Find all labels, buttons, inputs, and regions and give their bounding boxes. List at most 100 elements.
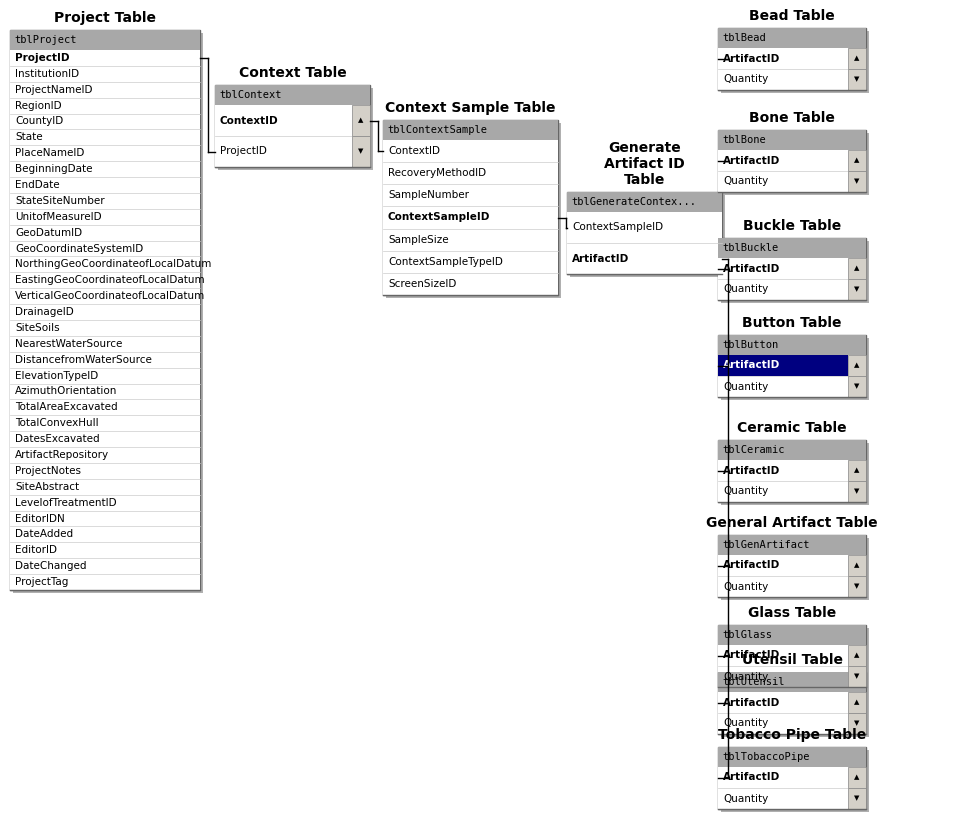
Bar <box>10 288 200 304</box>
Bar <box>718 440 866 460</box>
Bar <box>10 81 200 98</box>
Bar <box>721 443 869 505</box>
Bar <box>383 162 558 184</box>
Bar <box>848 460 866 481</box>
Bar <box>567 192 722 274</box>
Text: ScreenSizeID: ScreenSizeID <box>388 279 456 289</box>
Bar <box>848 645 866 666</box>
Text: ArtifactID: ArtifactID <box>723 773 780 783</box>
Text: Quantity: Quantity <box>723 176 768 186</box>
Bar <box>10 50 200 66</box>
Text: UnitofMeasureID: UnitofMeasureID <box>15 212 102 222</box>
Text: ▼: ▼ <box>854 383 860 390</box>
Text: NorthingGeoCoordinateofLocalDatum: NorthingGeoCoordinateofLocalDatum <box>15 259 211 269</box>
Text: GeoCoordinateSystemID: GeoCoordinateSystemID <box>15 243 143 253</box>
Text: ArtifactID: ArtifactID <box>723 53 780 63</box>
Text: ArtifactID: ArtifactID <box>723 697 780 707</box>
Bar <box>218 88 373 170</box>
Text: tblProject: tblProject <box>14 35 77 45</box>
Bar <box>567 192 722 212</box>
Bar <box>567 212 722 243</box>
Text: EndDate: EndDate <box>15 180 60 190</box>
Bar <box>718 335 866 397</box>
Text: ▼: ▼ <box>854 489 860 494</box>
Bar <box>721 750 869 812</box>
Bar <box>718 747 866 809</box>
Bar <box>215 85 370 105</box>
Text: ArtifactID: ArtifactID <box>572 253 629 263</box>
Bar <box>718 666 848 687</box>
Text: tblBuckle: tblBuckle <box>722 243 778 253</box>
Text: SampleNumber: SampleNumber <box>388 190 469 200</box>
Bar <box>383 120 558 140</box>
Bar <box>10 66 200 81</box>
Text: LevelofTreatmentID: LevelofTreatmentID <box>15 498 116 508</box>
Text: DrainageID: DrainageID <box>15 307 74 317</box>
Text: Buckle Table: Buckle Table <box>743 219 841 233</box>
Text: ProjectNameID: ProjectNameID <box>15 85 92 95</box>
Bar <box>848 713 866 734</box>
Text: Quantity: Quantity <box>723 284 768 294</box>
Text: RecoveryMethodID: RecoveryMethodID <box>388 168 486 178</box>
Text: SampleSize: SampleSize <box>388 234 449 244</box>
Text: ArtifactID: ArtifactID <box>723 651 780 661</box>
Text: tblBead: tblBead <box>722 33 766 43</box>
Bar <box>721 675 869 737</box>
Bar <box>848 767 866 788</box>
Text: ArtifactID: ArtifactID <box>723 560 780 571</box>
Bar <box>718 28 866 90</box>
Bar <box>10 543 200 558</box>
Bar <box>848 258 866 279</box>
Text: ContextID: ContextID <box>220 116 279 125</box>
Text: ElevationTypeID: ElevationTypeID <box>15 371 98 381</box>
Bar <box>718 555 848 576</box>
Bar <box>10 257 200 273</box>
Bar <box>10 177 200 193</box>
Bar <box>721 31 869 93</box>
Bar <box>718 481 848 502</box>
Text: ArtifactID: ArtifactID <box>723 155 780 165</box>
Bar <box>10 336 200 352</box>
Bar <box>718 788 848 809</box>
Bar <box>215 85 370 167</box>
Bar <box>383 120 558 295</box>
Bar <box>721 338 869 400</box>
Text: ▼: ▼ <box>854 795 860 802</box>
Text: ▲: ▲ <box>854 56 860 61</box>
Text: EastingGeoCoordinateofLocalDatum: EastingGeoCoordinateofLocalDatum <box>15 275 205 285</box>
Bar <box>383 206 558 229</box>
Bar <box>718 355 848 376</box>
Bar <box>848 48 866 69</box>
Bar <box>848 69 866 90</box>
Text: GeoDatumID: GeoDatumID <box>15 228 82 238</box>
Text: tblButton: tblButton <box>722 340 778 350</box>
Bar <box>10 241 200 257</box>
Text: PlaceNameID: PlaceNameID <box>15 148 85 158</box>
Bar <box>10 193 200 209</box>
Text: General Artifact Table: General Artifact Table <box>706 516 877 530</box>
Text: ProjectID: ProjectID <box>15 53 69 63</box>
Text: ▲: ▲ <box>854 774 860 780</box>
Bar <box>10 400 200 416</box>
Text: TotalConvexHull: TotalConvexHull <box>15 418 99 428</box>
Text: ▲: ▲ <box>854 158 860 164</box>
Text: Quantity: Quantity <box>723 486 768 496</box>
Text: ▼: ▼ <box>854 673 860 680</box>
Bar <box>10 320 200 336</box>
Text: tblGlass: tblGlass <box>722 630 772 640</box>
Text: ▲: ▲ <box>854 652 860 658</box>
Bar <box>718 747 866 767</box>
Bar <box>383 273 558 295</box>
Bar <box>718 460 848 481</box>
Bar <box>10 510 200 527</box>
Text: tblTobaccoPipe: tblTobaccoPipe <box>722 752 809 762</box>
Bar <box>848 666 866 687</box>
Text: tblUtensil: tblUtensil <box>722 677 784 687</box>
Text: ArtifactRepository: ArtifactRepository <box>15 450 110 460</box>
Bar <box>10 145 200 161</box>
Text: tblGenArtifact: tblGenArtifact <box>722 540 809 550</box>
Text: CountyID: CountyID <box>15 116 63 126</box>
Text: ▼: ▼ <box>854 179 860 184</box>
Bar <box>718 672 866 692</box>
Bar <box>718 713 848 734</box>
